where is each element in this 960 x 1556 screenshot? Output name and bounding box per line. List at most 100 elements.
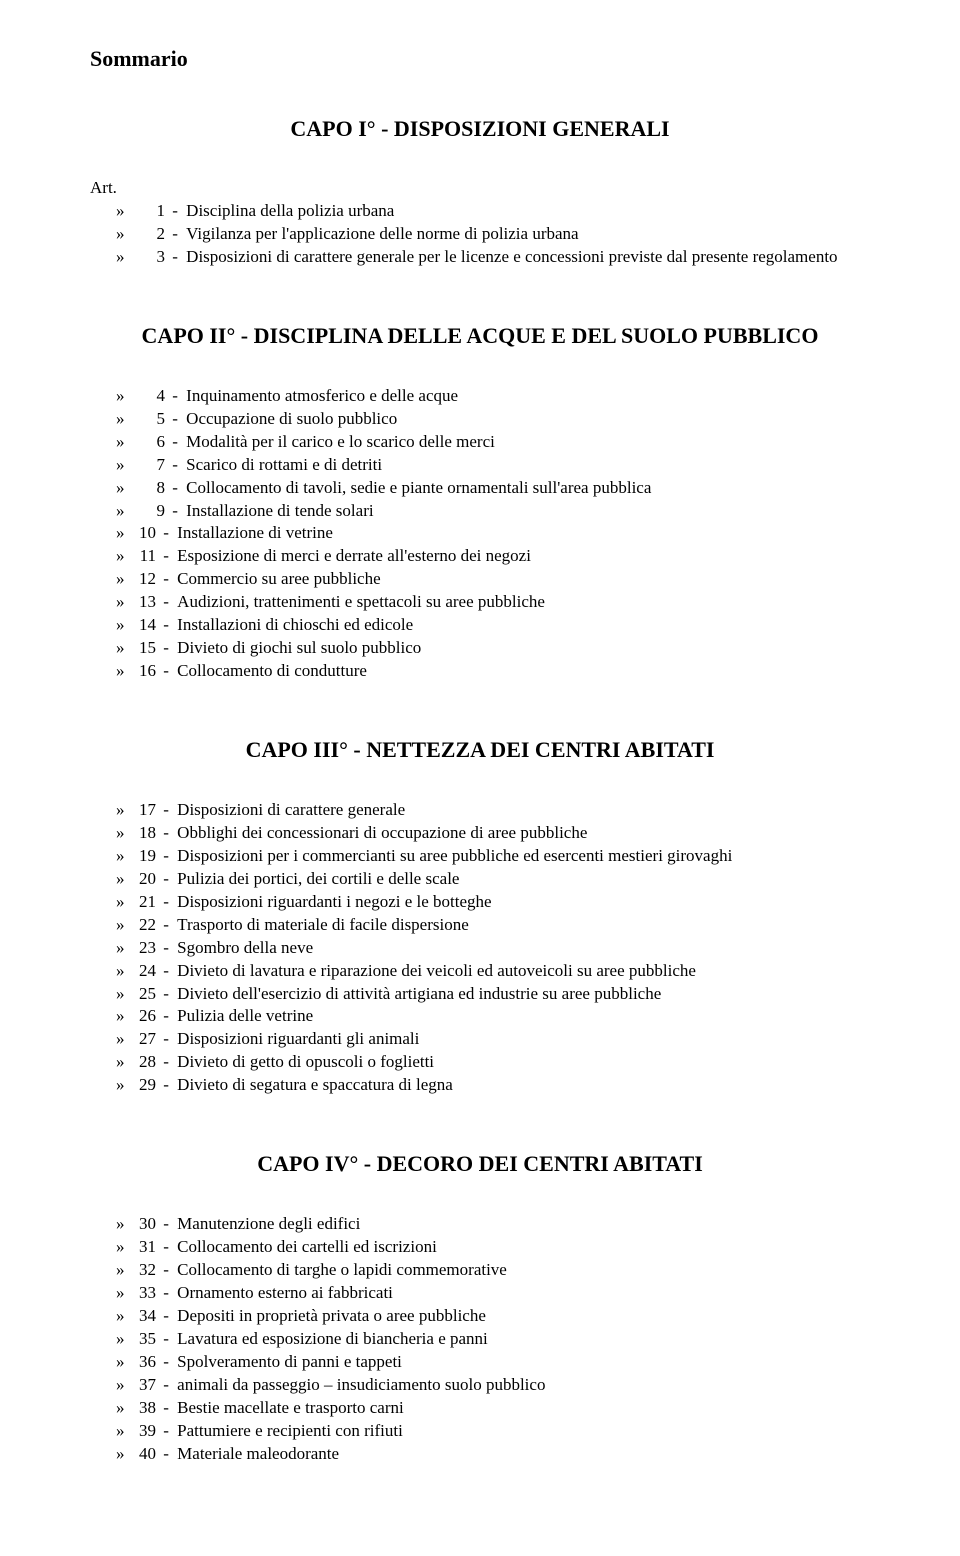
item-indent xyxy=(90,1374,116,1397)
item-number: 17 xyxy=(138,799,156,822)
item-indent xyxy=(90,1074,116,1097)
toc-item: »6 - Modalità per il carico e lo scarico… xyxy=(90,431,870,454)
item-number: 10 xyxy=(138,522,156,545)
item-text: Disciplina della polizia urbana xyxy=(186,200,870,223)
item-number: 19 xyxy=(138,845,156,868)
item-number: 1 xyxy=(147,200,165,223)
item-indent xyxy=(90,545,116,568)
item-number: 29 xyxy=(138,1074,156,1097)
item-number: 32 xyxy=(138,1259,156,1282)
item-indent xyxy=(90,1282,116,1305)
item-indent xyxy=(90,891,116,914)
bullet-marker: » xyxy=(116,477,138,500)
bullet-marker: » xyxy=(116,1051,138,1074)
toc-item: »12 - Commercio su aree pubbliche xyxy=(90,568,870,591)
toc-item: »21 - Disposizioni riguardanti i negozi … xyxy=(90,891,870,914)
toc-item: »14 - Installazioni di chioschi ed edico… xyxy=(90,614,870,637)
bullet-marker: » xyxy=(116,660,138,683)
item-text: Divieto di lavatura e riparazione dei ve… xyxy=(177,960,870,983)
toc-item: »9 - Installazione di tende solari xyxy=(90,500,870,523)
bullet-marker: » xyxy=(116,568,138,591)
bullet-marker: » xyxy=(116,500,138,523)
article-label: Art. xyxy=(90,178,870,198)
bullet-marker: » xyxy=(116,1374,138,1397)
bullet-marker: » xyxy=(116,408,138,431)
item-number: 24 xyxy=(138,960,156,983)
toc-item: »2 - Vigilanza per l'applicazione delle … xyxy=(90,223,870,246)
item-text: Collocamento di targhe o lapidi commemor… xyxy=(177,1259,870,1282)
item-indent xyxy=(90,1005,116,1028)
item-number: 13 xyxy=(138,591,156,614)
item-number: 3 xyxy=(147,246,165,269)
number-pad xyxy=(138,200,147,223)
chapters-container: CAPO I° - DISPOSIZIONI GENERALIArt.»1 - … xyxy=(90,116,870,1466)
item-text: Disposizioni riguardanti i negozi e le b… xyxy=(177,891,870,914)
item-separator: - xyxy=(165,454,186,477)
toc-item: »38 - Bestie macellate e trasporto carni xyxy=(90,1397,870,1420)
bullet-marker: » xyxy=(116,1305,138,1328)
item-separator: - xyxy=(156,1074,177,1097)
item-text: Pattumiere e recipienti con rifiuti xyxy=(177,1420,870,1443)
item-number: 31 xyxy=(138,1236,156,1259)
item-separator: - xyxy=(156,914,177,937)
bullet-marker: » xyxy=(116,200,138,223)
item-text: Occupazione di suolo pubblico xyxy=(186,408,870,431)
number-pad xyxy=(138,431,147,454)
bullet-marker: » xyxy=(116,637,138,660)
item-indent xyxy=(90,822,116,845)
item-indent xyxy=(90,500,116,523)
item-text: Installazione di tende solari xyxy=(186,500,870,523)
item-text: Vigilanza per l'applicazione delle norme… xyxy=(186,223,870,246)
item-text: Lavatura ed esposizione di biancheria e … xyxy=(177,1328,870,1351)
toc-item: »39 - Pattumiere e recipienti con rifiut… xyxy=(90,1420,870,1443)
item-number: 23 xyxy=(138,937,156,960)
bullet-marker: » xyxy=(116,1028,138,1051)
item-separator: - xyxy=(156,1213,177,1236)
number-pad xyxy=(138,454,147,477)
toc-item: »31 - Collocamento dei cartelli ed iscri… xyxy=(90,1236,870,1259)
item-separator: - xyxy=(156,1051,177,1074)
toc-item: »27 - Disposizioni riguardanti gli anima… xyxy=(90,1028,870,1051)
toc-item: »17 - Disposizioni di carattere generale xyxy=(90,799,870,822)
bullet-marker: » xyxy=(116,799,138,822)
item-separator: - xyxy=(165,246,186,269)
item-indent xyxy=(90,477,116,500)
bullet-marker: » xyxy=(116,591,138,614)
item-indent xyxy=(90,200,116,223)
toc-item: »29 - Divieto di segatura e spaccatura d… xyxy=(90,1074,870,1097)
item-text: Divieto di segatura e spaccatura di legn… xyxy=(177,1074,870,1097)
item-text: Pulizia dei portici, dei cortili e delle… xyxy=(177,868,870,891)
item-separator: - xyxy=(156,1282,177,1305)
chapter-heading: CAPO II° - DISCIPLINA DELLE ACQUE E DEL … xyxy=(90,323,870,349)
bullet-marker: » xyxy=(116,1074,138,1097)
item-number: 16 xyxy=(138,660,156,683)
item-number: 6 xyxy=(147,431,165,454)
item-text: Sgombro della neve xyxy=(177,937,870,960)
item-separator: - xyxy=(156,1351,177,1374)
item-number: 7 xyxy=(147,454,165,477)
number-pad xyxy=(138,246,147,269)
item-text: Spolveramento di panni e tappeti xyxy=(177,1351,870,1374)
bullet-marker: » xyxy=(116,614,138,637)
item-separator: - xyxy=(156,568,177,591)
item-separator: - xyxy=(156,1259,177,1282)
item-text: Collocamento dei cartelli ed iscrizioni xyxy=(177,1236,870,1259)
item-separator: - xyxy=(156,591,177,614)
toc-item: »26 - Pulizia delle vetrine xyxy=(90,1005,870,1028)
item-indent xyxy=(90,660,116,683)
item-text: Divieto dell'esercizio di attività artig… xyxy=(177,983,870,1006)
bullet-marker: » xyxy=(116,822,138,845)
chapter-heading: CAPO III° - NETTEZZA DEI CENTRI ABITATI xyxy=(90,737,870,763)
item-text: Disposizioni per i commercianti su aree … xyxy=(177,845,870,868)
item-separator: - xyxy=(156,545,177,568)
number-pad xyxy=(138,408,147,431)
item-separator: - xyxy=(165,477,186,500)
item-text: Pulizia delle vetrine xyxy=(177,1005,870,1028)
item-text: Disposizioni di carattere generale xyxy=(177,799,870,822)
item-indent xyxy=(90,983,116,1006)
item-separator: - xyxy=(165,431,186,454)
item-number: 12 xyxy=(138,568,156,591)
item-number: 14 xyxy=(138,614,156,637)
item-separator: - xyxy=(165,385,186,408)
item-number: 15 xyxy=(138,637,156,660)
